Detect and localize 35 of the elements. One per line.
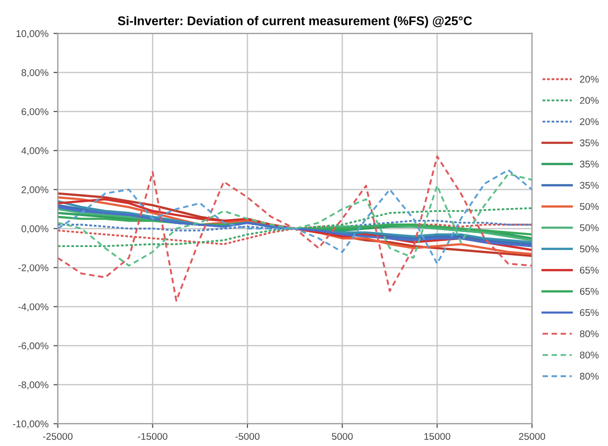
legend-label: 50% xyxy=(580,203,599,210)
legend-label: 80% xyxy=(580,352,599,358)
y-tick-label: -4,00% xyxy=(18,303,48,312)
line-series xyxy=(58,155,532,302)
x-tick-label: -25000 xyxy=(43,432,73,440)
legend-label: 20% xyxy=(580,97,599,104)
x-tick-label: -15000 xyxy=(138,432,168,440)
x-tick-label: 25000 xyxy=(518,432,546,440)
legend-label: 35% xyxy=(580,160,599,168)
legend-label: 50% xyxy=(580,246,599,252)
y-tick-label: 10,00% xyxy=(16,30,48,38)
y-tick-label: -10,00% xyxy=(12,420,48,428)
legend-label: 50% xyxy=(580,224,599,232)
legend-label: 65% xyxy=(580,266,599,274)
legend-label: 80% xyxy=(580,372,599,380)
legend-label: 80% xyxy=(580,330,599,338)
y-tick-label: 2,00% xyxy=(22,186,48,194)
y-tick-label: 6,00% xyxy=(22,108,48,116)
x-tick-label: 15000 xyxy=(424,432,450,440)
chart-title: Si-Inverter: Deviation of current measurement (%FS) @25°C xyxy=(118,16,472,28)
y-tick-label: -2,00% xyxy=(18,264,48,272)
y-tick-label: -6,00% xyxy=(18,342,48,350)
y-tick-label: 8,00% xyxy=(22,69,48,78)
y-tick-label: 0,00% xyxy=(22,225,48,234)
x-tick-label: -5000 xyxy=(235,432,260,440)
legend-label: 35% xyxy=(580,182,599,189)
y-tick-label: 4,00% xyxy=(21,147,48,156)
x-tick-label: 5000 xyxy=(332,432,353,440)
line-series xyxy=(58,220,532,232)
legend-label: 20% xyxy=(580,118,599,126)
legend-label: 20% xyxy=(580,76,599,83)
legend-label: 65% xyxy=(580,309,599,316)
y-tick-label: -8,00% xyxy=(18,381,48,390)
legend-label: 65% xyxy=(580,288,599,295)
legend-label: 35% xyxy=(580,139,599,146)
